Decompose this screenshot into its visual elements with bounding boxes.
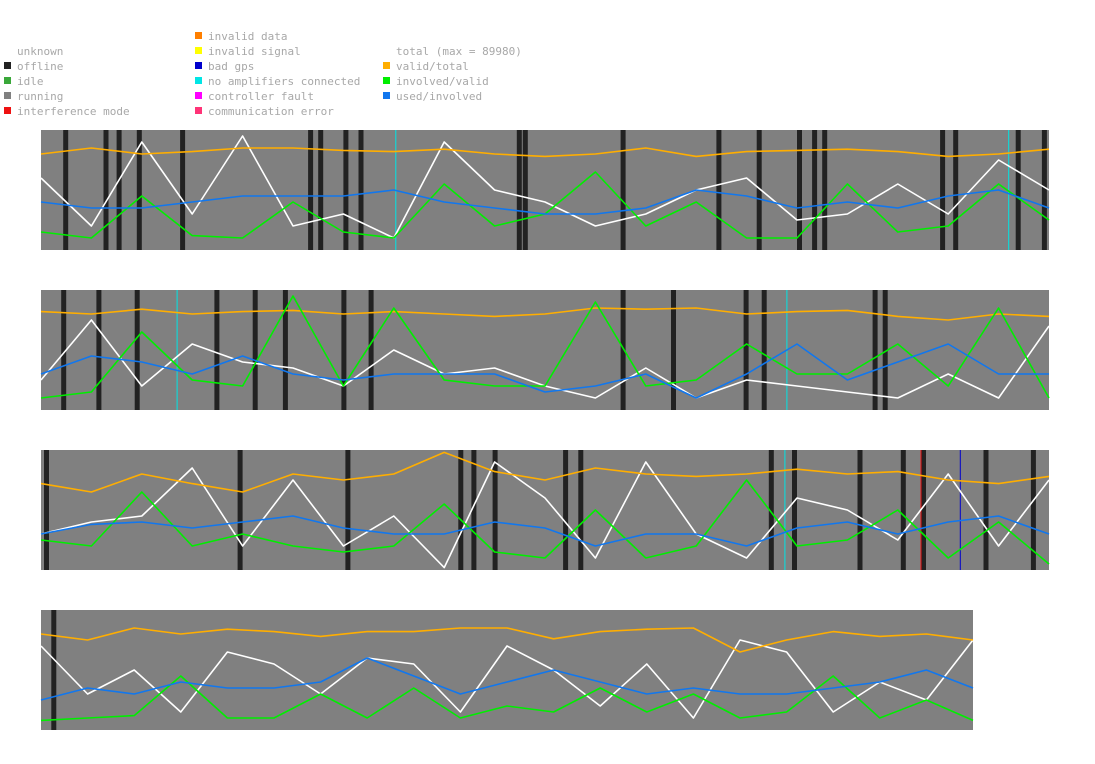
offline-band — [458, 450, 464, 570]
legend-label: idle — [17, 75, 44, 88]
offline-band — [51, 610, 57, 730]
offline-band — [1015, 130, 1021, 250]
offline-band — [214, 290, 220, 410]
offline-band — [940, 130, 946, 250]
series-line-used-involved — [40, 343, 1049, 399]
series-line-used-involved — [40, 189, 1050, 215]
offline-band — [61, 290, 67, 410]
legend-label: offline — [17, 60, 64, 73]
offline-band — [578, 450, 584, 570]
offline-band — [136, 130, 142, 250]
offline-band — [761, 290, 767, 410]
offline-band — [522, 130, 528, 250]
offline-band — [343, 130, 349, 250]
legend-label: controller fault — [208, 90, 314, 103]
legend-label: unknown — [17, 45, 64, 58]
plot-panel-4 — [41, 610, 973, 730]
series-line-involved-valid — [40, 479, 1050, 565]
series-line-valid-total — [40, 451, 1050, 493]
legend-swatch — [195, 77, 202, 84]
series-line-total — [40, 639, 974, 719]
legend-swatch — [383, 77, 390, 84]
offline-band — [792, 450, 797, 570]
offline-band — [743, 290, 749, 410]
offline-band — [252, 290, 258, 410]
legend-swatch — [195, 32, 202, 39]
offline-band — [471, 450, 477, 570]
offline-band — [96, 290, 102, 410]
offline-band — [308, 130, 314, 250]
offline-band — [492, 450, 498, 570]
offline-band — [103, 130, 109, 250]
series-line-valid-total — [40, 147, 1050, 158]
legend-swatch — [195, 92, 202, 99]
offline-band — [563, 450, 569, 570]
offline-band — [872, 290, 878, 410]
offline-band — [983, 450, 989, 570]
offline-band — [822, 130, 828, 250]
legend-label: involved/valid — [396, 75, 489, 88]
offline-band — [134, 290, 140, 410]
offline-band — [516, 130, 522, 250]
offline-band — [358, 130, 364, 250]
series-line-valid-total — [40, 307, 1050, 321]
legend-swatch — [4, 107, 11, 114]
offline-band — [1041, 130, 1047, 250]
offline-band — [341, 290, 347, 410]
offline-band — [620, 290, 626, 410]
legend-label: valid/total — [396, 60, 469, 73]
offline-band — [237, 450, 243, 570]
offline-band — [345, 450, 351, 570]
legend-label: communication error — [208, 105, 334, 118]
offline-band — [1030, 450, 1036, 570]
offline-band — [921, 450, 926, 570]
offline-band — [318, 130, 324, 250]
offline-band — [368, 290, 374, 410]
legend-label: bad gps — [208, 60, 255, 73]
offline-band — [671, 290, 676, 410]
legend-swatch — [4, 92, 11, 99]
offline-band — [756, 130, 762, 250]
offline-band — [797, 130, 802, 250]
legend-label: used/involved — [396, 90, 483, 103]
series-line-total — [40, 135, 1050, 239]
offline-band — [953, 130, 959, 250]
legend-label: no amplifiers connected — [208, 75, 361, 88]
legend-swatch — [195, 107, 202, 114]
offline-band — [716, 130, 722, 250]
series-line-used-involved — [40, 515, 1050, 547]
offline-band — [63, 130, 69, 250]
legend-label: invalid data — [208, 30, 288, 43]
offline-band — [620, 130, 626, 250]
offline-band — [44, 450, 49, 570]
legend-swatch — [195, 62, 202, 69]
legend-swatch — [383, 62, 390, 69]
legend-swatch — [383, 92, 390, 99]
legend-swatch — [195, 47, 202, 54]
offline-band — [882, 290, 888, 410]
legend: unknown offline idle running interferenc… — [0, 30, 1095, 125]
plot-panel-3 — [41, 450, 1049, 570]
series-line-valid-total — [40, 627, 974, 653]
series-line-used-involved — [40, 657, 974, 701]
offline-band — [768, 450, 774, 570]
legend-swatch — [4, 77, 11, 84]
series-line-involved-valid — [40, 295, 1050, 399]
series-line-involved-valid — [40, 675, 974, 722]
legend-label: invalid signal — [208, 45, 301, 58]
offline-band — [812, 130, 818, 250]
offline-band — [900, 450, 906, 570]
legend-label: interference mode — [17, 105, 130, 118]
offline-band — [857, 450, 863, 570]
legend-label: running — [17, 90, 64, 103]
legend-swatch — [4, 62, 11, 69]
legend-label: total (max = 89980) — [396, 45, 522, 58]
offline-band — [116, 130, 122, 250]
offline-band — [180, 130, 186, 250]
offline-band — [282, 290, 288, 410]
